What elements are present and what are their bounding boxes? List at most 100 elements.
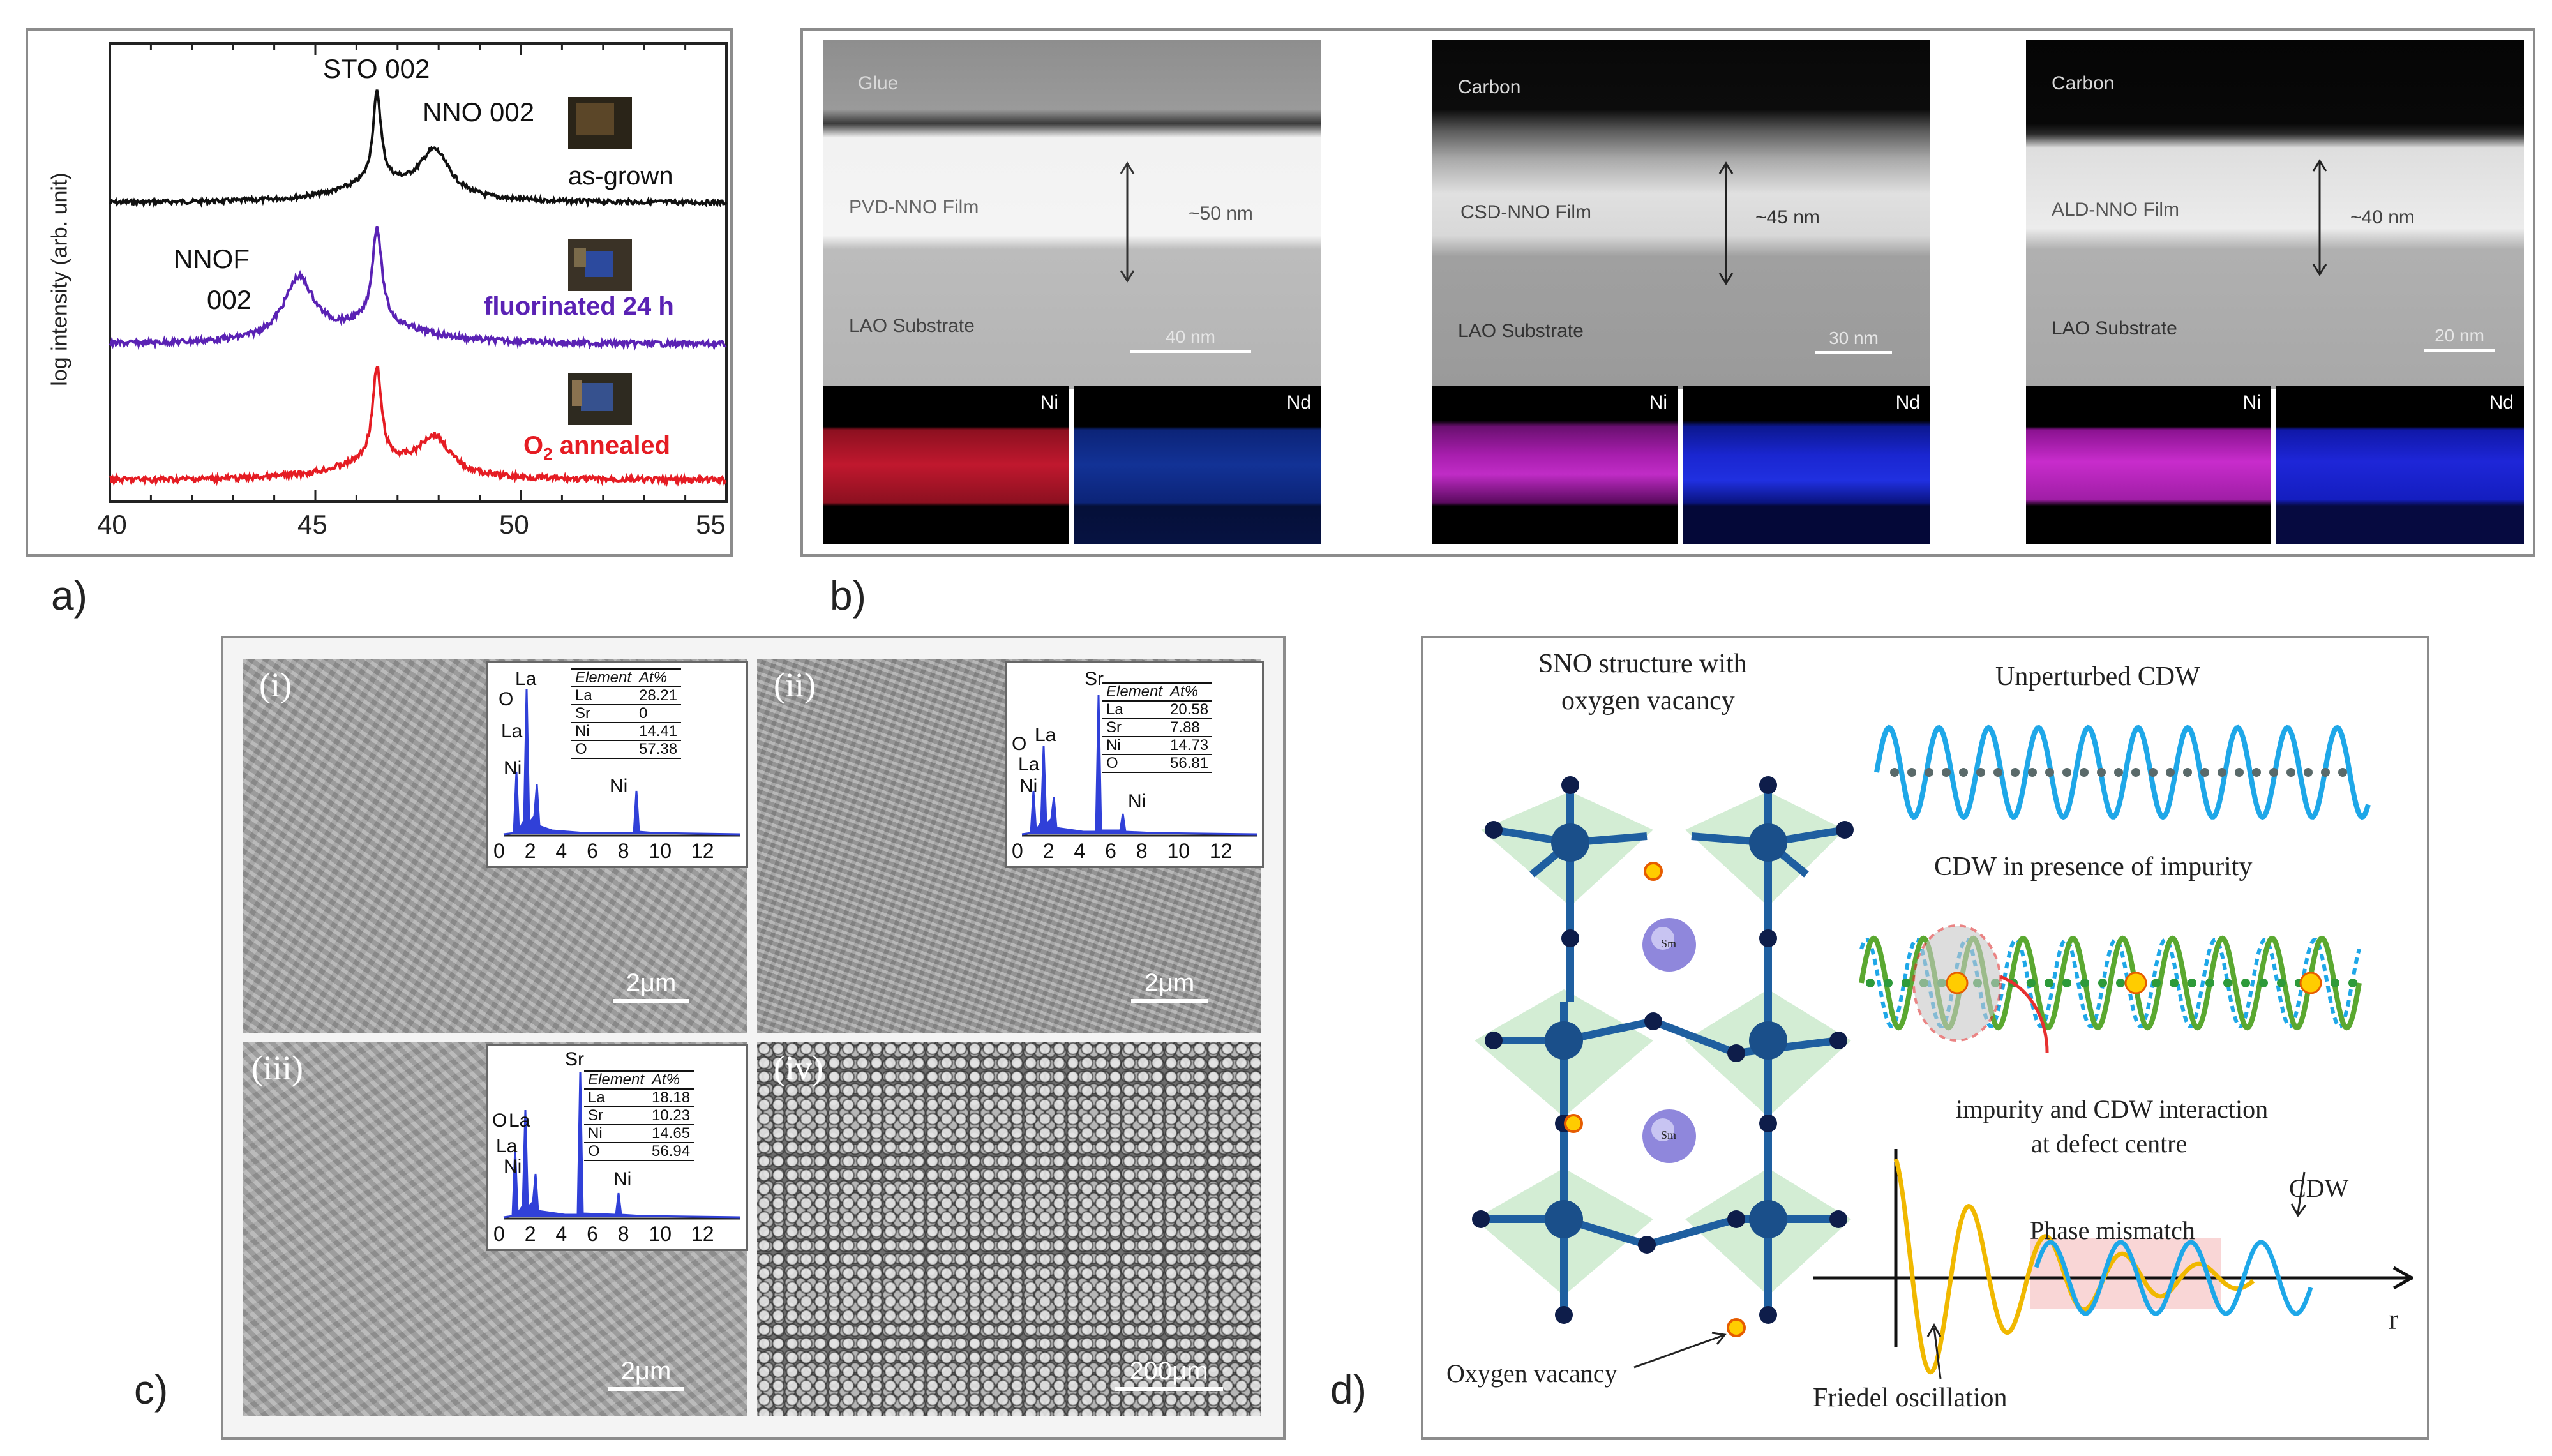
peak-label-sto: STO 002 — [323, 54, 430, 84]
eds-table-row: Sr 7.88 — [1102, 718, 1213, 737]
structure-title-2: oxygen vacancy — [1561, 686, 1735, 716]
eds-table-row: O 57.38 — [571, 740, 682, 758]
xrd-series-fluorinated — [109, 225, 727, 351]
eds-peak-ii-4: Ni — [1019, 776, 1038, 797]
eds-xtick: 6 — [587, 839, 598, 862]
eds-peak-iii-4: Ni — [504, 1156, 522, 1177]
series-label-fluorinated: fluorinated 24 h — [484, 292, 674, 320]
sem-scale-label-iv: 200μm — [1129, 1357, 1208, 1385]
xrd-ticks — [109, 43, 728, 502]
sem-tile-label-iii: (iii) — [251, 1049, 303, 1087]
label-d: d) — [1330, 1367, 1367, 1413]
unperturbed-cdw-title: Unperturbed CDW — [1995, 662, 2200, 691]
series-label-o2: O2 annealed — [523, 432, 670, 464]
eds-xtick: 0 — [493, 1222, 505, 1245]
sem-scalebar-iv: 200μm — [1115, 1357, 1223, 1391]
eds-map-nd-pvd: Nd — [1074, 386, 1321, 544]
peak-label-nnof-1: NNOF — [174, 244, 250, 274]
tem-scalebar-pvd: 40 nm — [1130, 327, 1251, 353]
eds-xtick: 4 — [555, 1222, 567, 1245]
eds-peak-i-3: Ni — [504, 758, 522, 779]
eds-xtick: 12 — [1209, 839, 1233, 862]
tem-scalebar-ald: 20 nm — [2424, 326, 2495, 352]
oxygen-vacancy-label: Oxygen vacancy — [1446, 1359, 1618, 1388]
eds-xtick: 4 — [555, 839, 567, 862]
sample-photo-as-grown — [568, 97, 632, 149]
eds-xtick: 2 — [524, 1222, 536, 1245]
eds-head-cell: Element — [584, 1070, 649, 1089]
phase-mismatch-label: Phase mismatch — [2030, 1216, 2195, 1245]
eds-peak-i-2: La — [501, 721, 523, 742]
eds-cell: 0 — [635, 704, 682, 723]
tem-image-ald: Carbon ALD-NNO Film ~40 nm LAO Substrate… — [2026, 40, 2524, 389]
eds-table-row: Ni 14.73 — [1102, 736, 1213, 754]
eds-head-cell: At% — [1166, 682, 1213, 701]
impurity-cdw-title: CDW in presence of impurity — [1934, 852, 2253, 882]
eds-cell: Sr — [571, 704, 636, 723]
tem-substrate-label-pvd: LAO Substrate — [849, 315, 975, 336]
tem-scale-label-ald: 20 nm — [2435, 326, 2484, 345]
eds-cell: 57.38 — [635, 740, 682, 758]
eds-peak-i-0: O — [499, 689, 514, 710]
eds-inset-iii: Sr O La La Ni Ni Element At% La 18.18 Sr 10… — [486, 1044, 748, 1251]
sample-photo-o2 — [568, 373, 632, 425]
eds-spectrum-iii — [503, 1071, 740, 1220]
eds-peak-ii-5: Ni — [1128, 791, 1146, 812]
eds-head-cell: At% — [635, 668, 682, 687]
panel-a-frame: log intensity (arb. unit) 40 45 50 55 ST… — [26, 28, 733, 557]
eds-xticks-i: 0 2 4 6 8 10 12 — [493, 839, 714, 863]
sno-structure-diagram — [1472, 776, 1854, 1337]
eds-peak-ii-3: La — [1018, 754, 1040, 775]
eds-cell: 28.21 — [635, 686, 682, 705]
xrd-series-o2-annealed — [109, 366, 727, 488]
eds-table-head-iii: Element At% — [584, 1070, 694, 1089]
eds-peak-iii-3: La — [496, 1136, 518, 1157]
eds-map-nd-csd: Nd — [1683, 386, 1930, 544]
eds-cell: 56.94 — [648, 1142, 694, 1160]
phase-mismatch-region — [2030, 1238, 2221, 1309]
eds-cell: O — [584, 1142, 649, 1160]
eds-map-nd-label-ald: Nd — [2489, 392, 2514, 413]
eds-table-head-ii: Element At% — [1102, 682, 1213, 701]
sem-tile-label-iv: (iv) — [774, 1049, 823, 1087]
eds-map-ni-label-csd: Ni — [1649, 392, 1667, 413]
eds-map-ni-ald: Ni — [2026, 386, 2271, 544]
eds-xtick: 2 — [1042, 839, 1055, 862]
eds-head-cell: Element — [571, 668, 636, 687]
sem-scale-label-i: 2μm — [626, 969, 677, 997]
eds-cell: La — [571, 686, 636, 705]
sm-atom-2 — [1642, 1109, 1696, 1163]
eds-map-ni-csd: Ni — [1432, 386, 1678, 544]
oxygen-vacancy-markers — [1564, 862, 1746, 1337]
eds-table-i: Element At% La 28.21 Sr 0 Ni 14.41 O 57.38 — [571, 668, 682, 759]
sem-tile-iv: (iv) 200μm — [757, 1042, 1261, 1416]
eds-xtick: 12 — [691, 1222, 714, 1245]
interaction-label-2: at defect centre — [2031, 1129, 2188, 1158]
sem-scalebar-i: 2μm — [613, 969, 689, 1003]
sem-tile-label-i: (i) — [259, 666, 292, 704]
tem-image-pvd: Glue PVD-NNO Film ~50 nm LAO Substrate 4… — [823, 40, 1321, 389]
eds-cell: O — [1102, 754, 1167, 772]
xrd-xtick-label-3: 55 — [696, 509, 726, 539]
eds-xtick: 12 — [691, 839, 714, 862]
tem-top-label-pvd: Glue — [858, 73, 899, 94]
xrd-xtick-label-1: 45 — [297, 509, 327, 539]
eds-table-row: Ni 14.65 — [584, 1124, 694, 1143]
eds-peak-iii-5: Ni — [613, 1169, 632, 1190]
label-c: c) — [134, 1367, 169, 1413]
tem-top-label-ald: Carbon — [2052, 73, 2115, 94]
tem-thickness-csd: ~45 nm — [1755, 207, 1820, 228]
eds-cell: 7.88 — [1166, 718, 1213, 737]
eds-peak-ii-2: La — [1035, 724, 1056, 746]
eds-xtick: 6 — [587, 1222, 598, 1245]
eds-xticks-ii: 0 2 4 6 8 10 12 — [1012, 839, 1233, 863]
tem-top-label-csd: Carbon — [1458, 77, 1521, 98]
xrd-series-as-grown — [109, 89, 728, 209]
eds-map-ni-pvd: Ni — [823, 386, 1069, 544]
sm-atom-1 — [1642, 918, 1696, 972]
unperturbed-cdw-wave — [1874, 724, 2371, 820]
tem-image-csd: Carbon CSD-NNO Film ~45 nm LAO Substrate… — [1432, 40, 1930, 389]
sem-scalebar-iii: 2μm — [608, 1357, 684, 1391]
